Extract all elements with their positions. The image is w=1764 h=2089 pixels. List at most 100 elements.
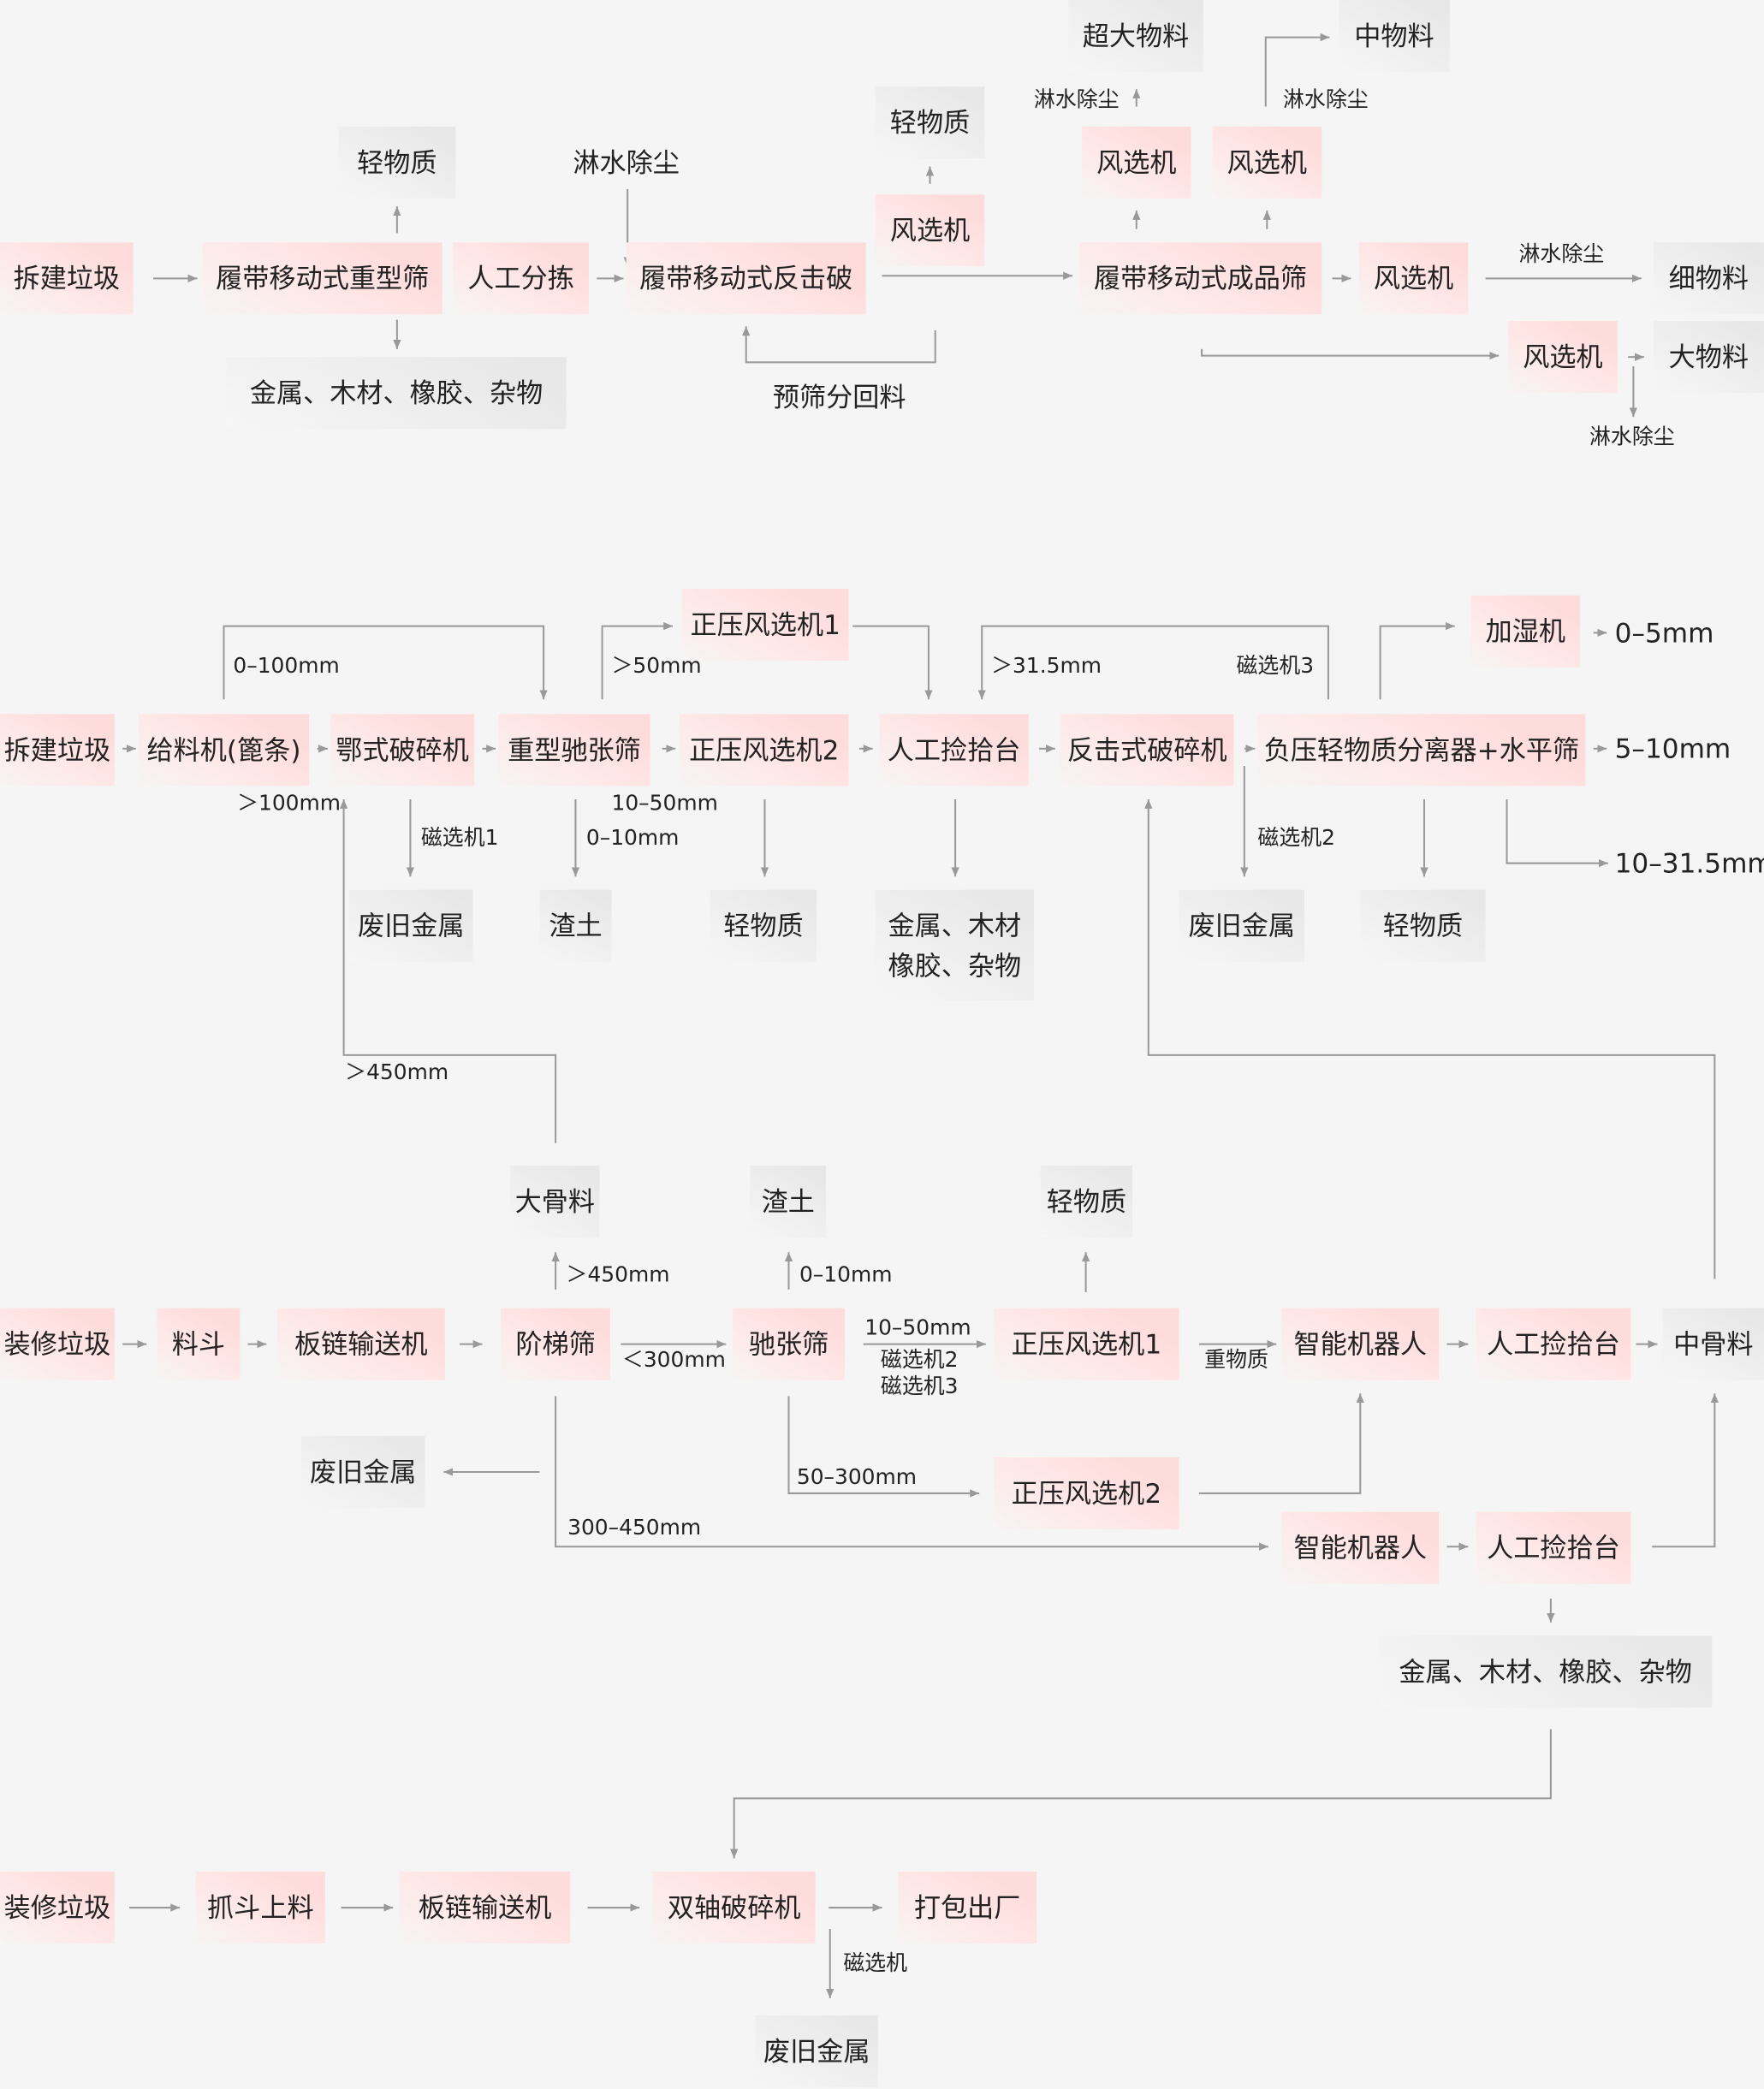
process-step-s1-finish: 履带移动式成品筛: [1078, 242, 1322, 315]
flow-label-s2-10-31: 10–31.5mm: [1614, 846, 1764, 880]
output-s1-light1: 轻物质: [338, 126, 456, 199]
process-step-s2-feeder: 给料机(篦条): [138, 714, 310, 786]
flow-arrow: [730, 1729, 1552, 1859]
process-step-s1-heavy: 履带移动式重型筛: [202, 242, 442, 315]
output-s4-metal: 废旧金属: [755, 2015, 878, 2088]
process-step-s2-pick: 人工捡拾台: [879, 714, 1029, 786]
output-s1-fine: 细物料: [1653, 242, 1764, 315]
flow-label-s2-10-50: 10–50mm: [611, 790, 718, 816]
process-step-s1-wind1: 风选机: [875, 194, 985, 267]
process-step-s3-step: 阶梯筛: [501, 1308, 610, 1380]
flow-arrow: [852, 625, 933, 700]
flow-arrow: [1264, 33, 1330, 107]
output-s3-agg: 大骨料: [510, 1166, 600, 1238]
output-s1-light2: 轻物质: [875, 86, 985, 159]
flow-label-s4-mag: 磁选机: [843, 1950, 908, 1976]
flow-label-s2-0-10: 0–10mm: [585, 824, 680, 851]
process-step-s1-wind2: 风选机: [1081, 126, 1191, 199]
output-s2-metal2: 废旧金属: [1179, 889, 1304, 962]
flow-arrow: [1652, 1393, 1719, 1548]
flow-label-s2-gt50: ＞50mm: [611, 652, 702, 679]
process-step-s4-conv: 板链输送机: [399, 1872, 571, 1944]
output-s1-large: 大物料: [1653, 321, 1764, 394]
flow-label-s3-10-50: 10–50mm: [864, 1315, 971, 1340]
flow-label-s3-lt300: ＜300mm: [621, 1346, 726, 1373]
output-s2-soil: 渣土: [539, 889, 612, 962]
flow-arrow: [555, 1396, 1268, 1551]
flow-label-s2-gt31: ＞31.5mm: [991, 652, 1102, 679]
flow-arrow: [1506, 798, 1608, 868]
flow-arrow: [1198, 1393, 1364, 1494]
process-step-s3-pick2: 人工捡拾台: [1476, 1511, 1631, 1584]
process-step-s2-humid: 加湿机: [1470, 595, 1581, 668]
process-step-s2-wind2: 正压风选机2: [679, 714, 849, 786]
flow-label-s2-5-10: 5–10mm: [1614, 733, 1731, 765]
process-step-s3-hopper: 料斗: [157, 1308, 241, 1380]
flow-label-s3-0-10: 0–10mm: [799, 1261, 893, 1287]
flow-label-s2-0-100: 0–100mm: [233, 652, 340, 679]
flow-label-s1-return: 预筛分回料: [772, 381, 906, 413]
flow-label-s3-300-450: 300–450mm: [567, 1514, 702, 1540]
output-s1-mixed: 金属、木材、橡胶、杂物: [226, 357, 567, 430]
output-s1-medium: 中物料: [1339, 0, 1450, 73]
process-step-s3-robot2: 智能机器人: [1281, 1511, 1440, 1584]
flow-label-s3-gt450: ＞450mm: [566, 1261, 670, 1287]
process-step-s4-shred: 双轴破碎机: [652, 1872, 816, 1944]
process-step-s3-robot1: 智能机器人: [1281, 1308, 1440, 1380]
process-step-s3-conv: 板链输送机: [276, 1308, 445, 1380]
flow-label-s2-mag2: 磁选机2: [1257, 824, 1336, 851]
process-step-s1-wind5: 风选机: [1508, 321, 1618, 394]
flow-label-s1-spray-a: 淋水除尘: [1033, 86, 1120, 112]
flow-label-s3-mag3: 磁选机3: [880, 1373, 959, 1399]
output-s2-light2: 轻物质: [1360, 889, 1486, 962]
flow-label-s3-50-300: 50–300mm: [796, 1463, 918, 1490]
process-step-s3-pick1: 人工捡拾台: [1476, 1308, 1631, 1380]
flow-arrow: [1144, 798, 1716, 1279]
flow-label-s1-spray-c: 淋水除尘: [1518, 240, 1605, 267]
flow-label-s3-heavy: 重物质: [1204, 1346, 1268, 1373]
flow-label-s2-0-5: 0–5mm: [1614, 616, 1714, 650]
flow-label-s2-gt100: ＞100mm: [237, 790, 342, 816]
process-step-s2-sep: 负压轻物质分离器+水平筛: [1257, 714, 1586, 786]
process-step-s2-jaw: 鄂式破碎机: [330, 714, 475, 786]
process-step-s3-wind1: 正压风选机1: [994, 1308, 1179, 1380]
flow-label-s1-spray-b: 淋水除尘: [1283, 86, 1369, 112]
process-step-s1-impact: 履带移动式反击破: [626, 242, 866, 315]
process-step-s4-src: 装修垃圾: [0, 1872, 115, 1944]
output-s3-light: 轻物质: [1040, 1166, 1133, 1238]
flow-arrow: [223, 625, 548, 700]
process-step-s1-manual: 人工分拣: [453, 242, 590, 315]
flow-arrow: [1379, 621, 1455, 700]
process-step-s3-src: 装修垃圾: [0, 1308, 115, 1380]
process-step-s4-pack: 打包出厂: [898, 1872, 1037, 1944]
process-step-s2-screen: 重型驰张筛: [498, 714, 650, 786]
process-step-s1-wind4: 风选机: [1358, 242, 1469, 315]
flow-arrow: [742, 326, 936, 364]
flow-arrow: [601, 621, 674, 700]
flow-arrow: [1201, 348, 1500, 360]
flow-arrow: [339, 798, 557, 1143]
process-step-s4-grab: 抓斗上料: [195, 1872, 325, 1944]
process-step-s1-src: 拆建垃圾: [0, 242, 134, 315]
process-step-s2-wind1: 正压风选机1: [681, 589, 849, 662]
flow-label-s3-mag2: 磁选机2: [880, 1346, 959, 1373]
output-s3-mid: 中骨料: [1662, 1308, 1764, 1380]
flow-arrow: [977, 625, 1329, 700]
flow-label-s2-mag1: 磁选机1: [420, 824, 499, 851]
output-s3-soil: 渣土: [750, 1166, 827, 1238]
flow-label-s1-spray-d: 淋水除尘: [1589, 423, 1675, 449]
process-step-s2-impact: 反击式破碎机: [1060, 714, 1234, 786]
output-s1-oversize: 超大物料: [1068, 0, 1203, 73]
output-s2-light1: 轻物质: [710, 889, 817, 962]
process-step-s3-wind2: 正压风选机2: [994, 1457, 1179, 1529]
flow-label-s2-mag3: 磁选机3: [1236, 652, 1315, 679]
process-step-s2-src: 拆建垃圾: [0, 714, 115, 786]
output-s3-metal: 废旧金属: [300, 1436, 425, 1509]
flow-label-s1-spray-main: 淋水除尘: [573, 146, 680, 179]
process-step-s1-wind3: 风选机: [1212, 126, 1322, 199]
output-s2-mixed: 金属、木材 橡胶、杂物: [875, 889, 1034, 1001]
flow-label-s2-gt450: ＞450mm: [345, 1059, 449, 1085]
output-s3-mixed: 金属、木材、橡胶、杂物: [1379, 1635, 1713, 1708]
